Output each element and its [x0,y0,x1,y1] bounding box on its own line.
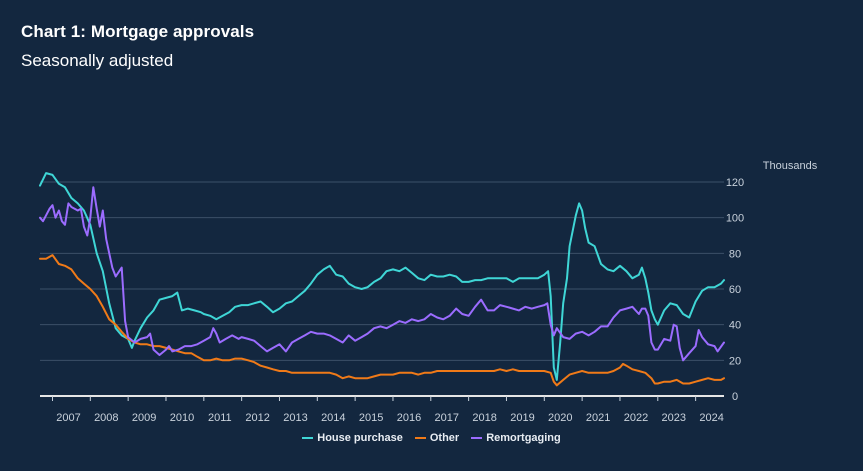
x-tick-label: 2024 [699,412,723,424]
x-tick-label: 2017 [435,412,459,424]
legend-item: House purchase [302,432,403,444]
x-tick-label: 2007 [56,412,80,424]
y-tick-label: 0 [732,391,738,403]
x-tick-label: 2012 [245,412,269,424]
x-tick-label: 2011 [208,412,232,424]
legend-item: Other [414,432,460,444]
legend-swatch [414,437,426,439]
x-tick-label: 2010 [170,412,194,424]
x-tick-label: 2015 [359,412,383,424]
x-tick-label: 2009 [132,412,156,424]
x-tick-label: 2019 [510,412,534,424]
series-line-other [39,254,725,387]
y-axis-ticks: 0 20 40 60 80 100 120 [726,177,744,403]
chart-subtitle: Seasonally adjusted [21,51,174,70]
legend-label: House purchase [317,432,403,444]
gridlines [40,181,724,397]
x-tick-label: 2014 [321,412,345,424]
y-tick-label: 40 [729,320,741,332]
legend-item: Remortgaging [471,432,561,444]
chart-title: Chart 1: Mortgage approvals [21,22,255,41]
legend-label: Remortgaging [486,432,561,444]
y-tick-label: 80 [729,248,741,260]
legend-label: Other [429,432,460,444]
y-tick-label: 120 [726,177,744,189]
x-tick-label: 2018 [472,412,496,424]
unit-label: Thousands [763,160,818,172]
x-tick-label: 2016 [397,412,421,424]
series-line-house-purchase [39,172,725,381]
y-tick-label: 60 [729,284,741,296]
series-lines [39,172,725,387]
x-tick-label: 2023 [662,412,686,424]
x-tick-label: 2008 [94,412,118,424]
x-axis-ticks: 2007 2008 2009 2010 2011 2012 2013 2014 2015 2016… [51,396,724,424]
y-tick-label: 100 [726,213,744,225]
chart-legend: House purchase Other Remortgaging [0,432,863,444]
x-tick-label: 2013 [283,412,307,424]
x-tick-label: 2021 [586,412,610,424]
x-tick-label: 2020 [548,412,572,424]
y-tick-label: 20 [729,355,741,367]
legend-swatch [302,437,314,439]
legend-swatch [471,437,483,439]
x-tick-label: 2022 [624,412,648,424]
series-line-remortgaging [39,186,725,362]
